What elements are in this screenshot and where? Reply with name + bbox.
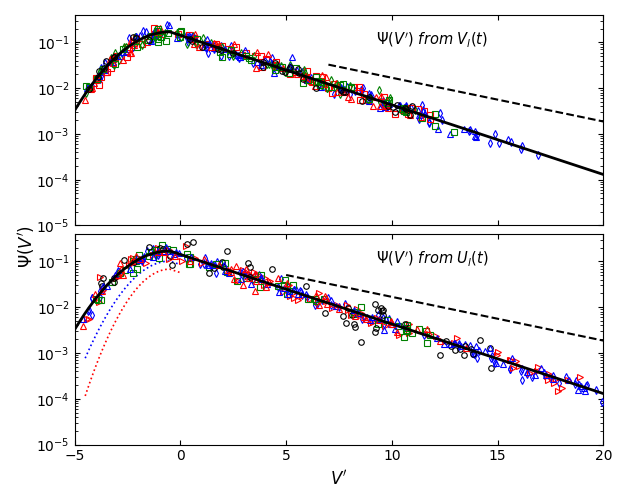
Text: $\Psi(V')$ from $V_l(t)$: $\Psi(V')$ from $V_l(t)$ <box>376 30 488 48</box>
Text: $\Psi(V')$ from $U_l(t)$: $\Psi(V')$ from $U_l(t)$ <box>376 248 489 268</box>
Text: $\Psi(V')$: $\Psi(V')$ <box>16 226 37 268</box>
X-axis label: $V'$: $V'$ <box>330 469 348 488</box>
